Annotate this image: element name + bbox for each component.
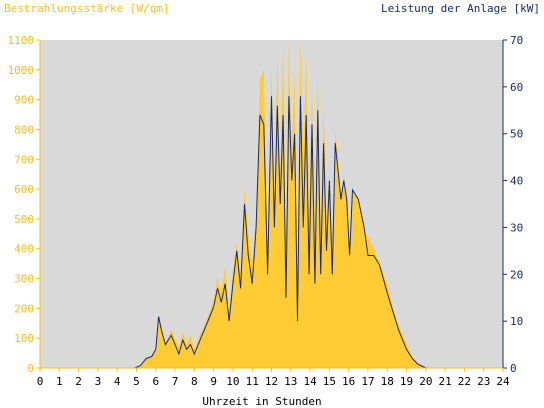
x-tick-label: 8 xyxy=(191,375,198,388)
irradiance-area-group xyxy=(40,40,503,368)
left-tick-label: 1100 xyxy=(8,34,35,47)
right-axis-label: Leistung der Anlage [kW] xyxy=(381,2,540,15)
x-tick-label: 0 xyxy=(37,375,44,388)
x-tick-label: 18 xyxy=(381,375,394,388)
x-tick-label: 14 xyxy=(303,375,317,388)
right-tick-label: 70 xyxy=(510,34,523,47)
x-tick-label: 22 xyxy=(458,375,471,388)
irradiance-area xyxy=(40,40,503,368)
x-tick-label: 23 xyxy=(477,375,490,388)
left-tick-label: 700 xyxy=(14,153,34,166)
left-tick-label: 1000 xyxy=(8,64,35,77)
right-tick-label: 50 xyxy=(510,128,523,141)
x-axis-label: Uhrzeit in Stunden xyxy=(202,395,321,408)
left-tick-label: 800 xyxy=(14,123,34,136)
x-tick-label: 11 xyxy=(246,375,259,388)
left-axis-label: Bestrahlungsstärke [W/qm] xyxy=(4,2,170,15)
x-tick-label: 2 xyxy=(75,375,82,388)
left-tick-label: 400 xyxy=(14,243,34,256)
left-tick-label: 500 xyxy=(14,213,34,226)
right-tick-label: 0 xyxy=(510,362,517,375)
x-tick-label: 20 xyxy=(419,375,432,388)
x-tick-label: 6 xyxy=(152,375,159,388)
left-tick-label: 600 xyxy=(14,183,34,196)
x-tick-label: 24 xyxy=(496,375,510,388)
x-tick-label: 15 xyxy=(323,375,336,388)
x-tick-label: 4 xyxy=(114,375,121,388)
right-tick-label: 40 xyxy=(510,175,523,188)
right-tick-label: 20 xyxy=(510,268,523,281)
left-tick-label: 100 xyxy=(14,332,34,345)
left-tick-label: 300 xyxy=(14,273,34,286)
right-tick-label: 60 xyxy=(510,81,523,94)
x-tick-label: 12 xyxy=(265,375,278,388)
left-tick-label: 900 xyxy=(14,94,34,107)
x-tick-label: 17 xyxy=(361,375,374,388)
power-line xyxy=(40,96,503,369)
x-tick-label: 19 xyxy=(400,375,413,388)
x-tick-label: 9 xyxy=(210,375,217,388)
left-tick-group: 0 100 200 300 400 500 600 700 800 900 1000 1100 xyxy=(8,34,40,375)
x-tick-label: 10 xyxy=(226,375,239,388)
power-line-group xyxy=(40,96,503,369)
x-tick-label: 13 xyxy=(284,375,297,388)
right-tick-label: 10 xyxy=(510,315,523,328)
x-tick-label: 1 xyxy=(56,375,63,388)
right-tick-group: 0 10 20 30 40 50 60 70 xyxy=(503,34,523,375)
x-tick-label: 5 xyxy=(133,375,140,388)
left-tick-label: 0 xyxy=(27,362,34,375)
right-tick-label: 30 xyxy=(510,221,523,234)
left-tick-label: 200 xyxy=(14,302,34,315)
x-tick-group: 0 1 2 3 4 5 6 7 8 9 10 11 12 13 14 15 16 17 18 19 20 21 22 23 24 xyxy=(37,368,510,388)
x-tick-label: 16 xyxy=(342,375,355,388)
x-tick-label: 3 xyxy=(95,375,102,388)
x-tick-label: 7 xyxy=(172,375,179,388)
x-tick-label: 21 xyxy=(439,375,452,388)
